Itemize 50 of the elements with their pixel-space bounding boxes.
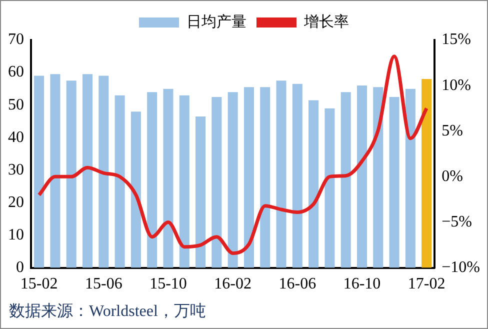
source-note: 数据来源：Worldsteel，万吨 <box>9 302 206 322</box>
bar <box>324 108 335 268</box>
y2-tick-label: 5% <box>442 122 463 140</box>
y-tick-label: 50 <box>8 96 24 114</box>
x-tick-label: 15-06 <box>84 276 122 293</box>
bar <box>260 87 270 268</box>
bar <box>373 87 384 268</box>
legend-label: 日均产量 <box>186 12 246 30</box>
bar <box>405 88 416 268</box>
bar <box>244 87 254 268</box>
y-tick-label: 30 <box>8 161 24 178</box>
y-tick-label: 20 <box>8 194 24 211</box>
bar <box>66 80 76 268</box>
bar <box>50 74 60 268</box>
y-tick-label: 10 <box>8 226 24 244</box>
bar <box>147 92 158 268</box>
line-series <box>37 54 428 255</box>
bar <box>114 95 125 268</box>
x-tick-label: 16-02 <box>214 276 252 293</box>
bar <box>163 88 174 268</box>
y-tick-label: 40 <box>8 128 24 146</box>
bar <box>276 80 286 268</box>
y-tick-label: 70 <box>8 31 24 48</box>
x-tick-label: 15-02 <box>20 276 58 293</box>
bar <box>196 116 206 268</box>
y-tick-label: 0 <box>16 259 24 276</box>
bar <box>34 76 44 268</box>
bar <box>340 92 351 268</box>
bar <box>308 100 319 268</box>
y2-tick-label: 0% <box>442 168 463 185</box>
y2-tick-label: −5% <box>442 213 472 230</box>
bar <box>179 95 190 268</box>
y2-tick-label: −10% <box>442 259 480 276</box>
x-tick-label: 16-06 <box>278 276 316 293</box>
bar <box>422 79 432 268</box>
legend-label: 增长率 <box>303 12 349 30</box>
bar <box>98 76 109 268</box>
bar <box>82 74 93 268</box>
x-tick-label: 15-10 <box>150 276 187 293</box>
x-tick-label: 17-02 <box>408 276 446 293</box>
bar <box>389 96 400 268</box>
y-tick-label: 60 <box>8 64 24 81</box>
bar <box>356 86 367 268</box>
bar <box>228 92 238 268</box>
x-tick-label: 16-10 <box>343 276 381 293</box>
bar <box>130 112 141 268</box>
y2-tick-label: 15% <box>442 31 471 48</box>
bar <box>212 96 222 268</box>
bar <box>292 84 302 268</box>
y2-tick-label: 10% <box>442 76 471 94</box>
